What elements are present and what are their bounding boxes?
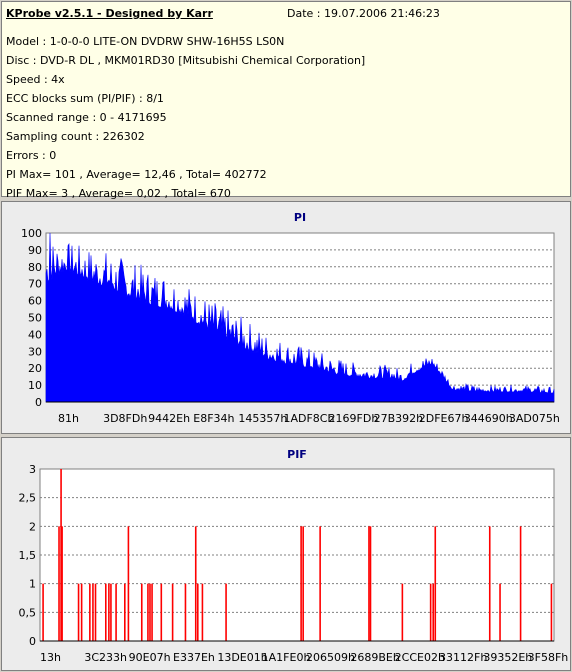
speed-line: Speed : 4x bbox=[6, 73, 65, 86]
scan-date: Date : 19.07.2006 21:46:23 bbox=[287, 7, 440, 20]
x-tick-label: 145357h bbox=[238, 412, 287, 425]
y-tick-label: 50 bbox=[28, 312, 42, 325]
y-tick-label: 100 bbox=[21, 227, 42, 240]
y-tick-label: 0 bbox=[29, 635, 36, 648]
x-tick-label: 3AD075h bbox=[509, 412, 560, 425]
x-tick-label: 1A1FE0h bbox=[262, 651, 311, 664]
x-tick-label: 3C233h bbox=[84, 651, 127, 664]
y-tick-label: 60 bbox=[28, 295, 42, 308]
x-tick-label: 2DFE67h bbox=[419, 412, 469, 425]
chart-title: PI bbox=[294, 211, 306, 224]
x-tick-label: 2CCE02h bbox=[395, 651, 445, 664]
scanned-range-line: Scanned range : 0 - 4171695 bbox=[6, 111, 167, 124]
x-tick-label: 206509h bbox=[306, 651, 355, 664]
chart-title: PIF bbox=[287, 448, 307, 461]
x-tick-label: 9442Eh bbox=[148, 412, 190, 425]
y-tick-label: 0,5 bbox=[19, 606, 37, 619]
x-tick-label: 3D8FDh bbox=[103, 412, 147, 425]
y-tick-label: 10 bbox=[28, 379, 42, 392]
x-tick-label: E337Eh bbox=[173, 651, 215, 664]
y-tick-label: 40 bbox=[28, 328, 42, 341]
info-panel: KProbe v2.5.1 - Designed by Karr Date : … bbox=[1, 1, 571, 200]
x-tick-label: 90E07h bbox=[129, 651, 171, 664]
pi-chart: PI 0 10 20 30 40 50 60 70 80 90 100 81h 3D8FDh 9442Eh E… bbox=[21, 211, 560, 425]
pif-chart: PIF 0 0,5 1 1,5 2 2,5 3 13h 3C233h 90E07h E337Eh 13D… bbox=[19, 448, 569, 664]
x-tick-label: 13DE01h bbox=[217, 651, 267, 664]
y-tick-label: 0 bbox=[35, 396, 42, 409]
x-tick-label: 13h bbox=[40, 651, 61, 664]
y-tick-label: 70 bbox=[28, 278, 42, 291]
sampling-count-line: Sampling count : 226302 bbox=[6, 130, 145, 143]
y-tick-label: 2 bbox=[29, 520, 36, 533]
x-tick-label: 81h bbox=[58, 412, 79, 425]
y-tick-label: 80 bbox=[28, 261, 42, 274]
pi-stats-line: PI Max= 101 , Average= 12,46 , Total= 40… bbox=[6, 168, 267, 181]
x-tick-label: E8F34h bbox=[193, 412, 234, 425]
ecc-line: ECC blocks sum (PI/PIF) : 8/1 bbox=[6, 92, 164, 105]
y-tick-label: 1,5 bbox=[19, 549, 37, 562]
pif-stats-line: PIF Max= 3 , Average= 0,02 , Total= 670 bbox=[6, 187, 231, 200]
app-title: KProbe v2.5.1 - Designed by Karr bbox=[6, 7, 213, 20]
pif-chart-panel: PIF 0 0,5 1 1,5 2 2,5 3 13h 3C233h 90E07h E337Eh 13D… bbox=[1, 437, 571, 671]
y-tick-label: 20 bbox=[28, 362, 42, 375]
pi-chart-panel: PI 0 10 20 30 40 50 60 70 80 90 100 81h 3D8FDh 9442Eh E… bbox=[1, 201, 571, 434]
pi-series-area bbox=[45, 232, 555, 403]
disc-line: Disc : DVD-R DL , MKM01RD30 [Mitsubishi … bbox=[6, 54, 366, 67]
x-tick-label: 33112Fh bbox=[439, 651, 487, 664]
errors-line: Errors : 0 bbox=[6, 149, 57, 162]
x-tick-label: 2689BEh bbox=[350, 651, 399, 664]
y-tick-label: 30 bbox=[28, 345, 42, 358]
x-tick-label: 3F58Fh bbox=[528, 651, 569, 664]
x-tick-label: 2169FDh bbox=[329, 412, 379, 425]
model-line: Model : 1-0-0-0 LITE-ON DVDRW SHW-16H5S … bbox=[6, 35, 285, 48]
x-tick-label: 39352Eh bbox=[483, 651, 532, 664]
x-tick-label: 27B392h bbox=[374, 412, 424, 425]
y-tick-label: 2,5 bbox=[19, 492, 37, 505]
y-tick-label: 1 bbox=[29, 578, 36, 591]
x-tick-label: 344690h bbox=[464, 412, 513, 425]
x-tick-label: 1ADF8Ch bbox=[283, 412, 334, 425]
y-tick-label: 90 bbox=[28, 244, 42, 257]
y-tick-label: 3 bbox=[29, 463, 36, 476]
